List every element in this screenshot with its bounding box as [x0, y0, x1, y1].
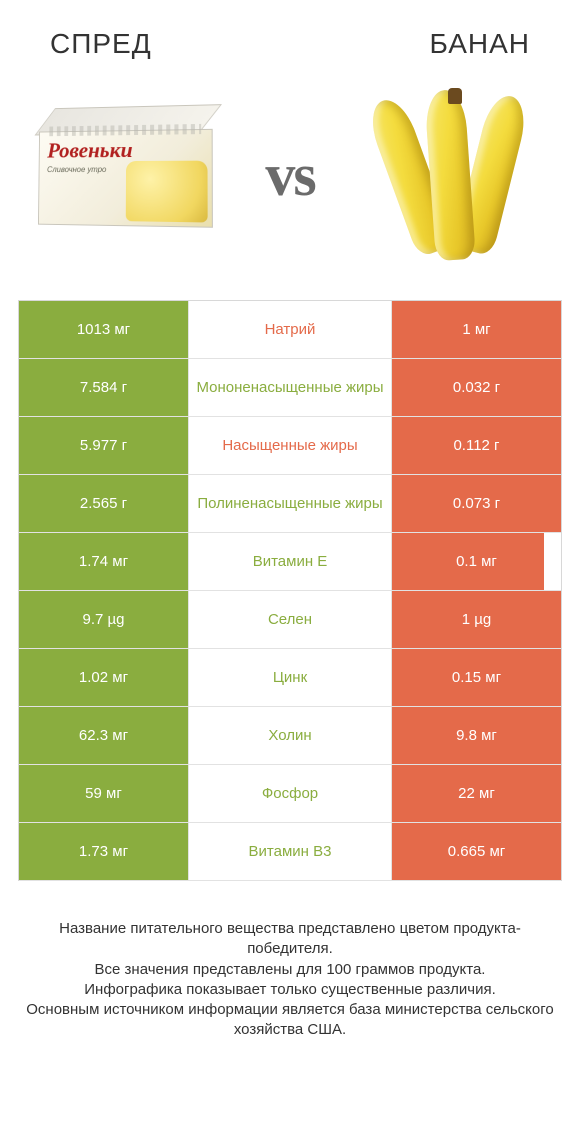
left-value-cell: 1.02 мг	[19, 649, 189, 706]
nutrient-label: Селен	[189, 591, 391, 648]
left-value: 9.7 µg	[82, 611, 124, 628]
nutrient-label: Цинк	[189, 649, 391, 706]
left-value: 5.977 г	[80, 437, 127, 454]
right-value: 0.032 г	[453, 379, 500, 396]
right-value: 0.1 мг	[456, 553, 497, 570]
right-value: 1 µg	[462, 611, 492, 628]
nutrient-label: Фосфор	[189, 765, 391, 822]
comparison-table: 1013 мг Натрий 1 мг 7.584 г Мононенасыщенные…	[18, 300, 562, 881]
right-value: 0.112 г	[453, 437, 499, 454]
left-value-cell: 62.3 мг	[19, 707, 189, 764]
left-product-title: СПРЕД	[50, 28, 152, 60]
left-value: 1.73 мг	[79, 843, 128, 860]
left-value-cell: 59 мг	[19, 765, 189, 822]
right-value-cell: 0.15 мг	[391, 649, 561, 706]
left-value-cell: 5.977 г	[19, 417, 189, 474]
table-row: 5.977 г Насыщенные жиры 0.112 г	[19, 417, 561, 475]
left-product-image: Ровеньки Сливочное утро	[30, 90, 220, 260]
table-row: 1.73 мг Витамин B3 0.665 мг	[19, 823, 561, 881]
left-value: 62.3 мг	[79, 727, 128, 744]
right-value-cell: 9.8 мг	[391, 707, 561, 764]
right-value-cell: 1 мг	[391, 301, 561, 358]
left-value-cell: 2.565 г	[19, 475, 189, 532]
left-value-cell: 9.7 µg	[19, 591, 189, 648]
nutrient-label: Полиненасыщенные жиры	[189, 475, 391, 532]
right-value: 0.665 мг	[448, 843, 506, 860]
table-row: 2.565 г Полиненасыщенные жиры 0.073 г	[19, 475, 561, 533]
left-value-cell: 7.584 г	[19, 359, 189, 416]
left-value: 1.74 мг	[79, 553, 128, 570]
hero-row: Ровеньки Сливочное утро vs	[0, 70, 580, 290]
nutrient-label: Витамин E	[189, 533, 391, 590]
table-row: 1.02 мг Цинк 0.15 мг	[19, 649, 561, 707]
spread-brand: Ровеньки	[47, 136, 203, 163]
right-value: 0.073 г	[453, 495, 500, 512]
right-value-cell: 0.073 г	[391, 475, 561, 532]
table-row: 1.74 мг Витамин E 0.1 мг	[19, 533, 561, 591]
left-value: 1013 мг	[77, 321, 130, 338]
left-value-cell: 1013 мг	[19, 301, 189, 358]
spread-illustration: Ровеньки Сливочное утро	[38, 119, 217, 232]
table-row: 9.7 µg Селен 1 µg	[19, 591, 561, 649]
right-value: 0.15 мг	[452, 669, 501, 686]
table-row: 1013 мг Натрий 1 мг	[19, 301, 561, 359]
nutrient-label: Насыщенные жиры	[189, 417, 391, 474]
right-value-cell: 0.112 г	[391, 417, 561, 474]
right-product-image	[360, 90, 550, 260]
right-value: 9.8 мг	[456, 727, 497, 744]
vs-label: vs	[265, 141, 314, 210]
nutrient-label: Витамин B3	[189, 823, 391, 880]
right-product-title: БАНАН	[429, 28, 530, 60]
footnote-text: Название питательного вещества представл…	[26, 919, 554, 1041]
banana-illustration	[360, 90, 550, 260]
right-value-cell: 22 мг	[391, 765, 561, 822]
header-row: СПРЕД БАНАН	[0, 0, 580, 70]
left-value: 7.584 г	[80, 379, 127, 396]
nutrient-label: Натрий	[189, 301, 391, 358]
left-value: 1.02 мг	[79, 669, 128, 686]
right-value-cell: 0.665 мг	[391, 823, 561, 880]
table-row: 7.584 г Мононенасыщенные жиры 0.032 г	[19, 359, 561, 417]
table-row: 62.3 мг Холин 9.8 мг	[19, 707, 561, 765]
nutrient-label: Мононенасыщенные жиры	[189, 359, 391, 416]
left-value: 2.565 г	[80, 495, 127, 512]
left-value: 59 мг	[85, 785, 122, 802]
right-value-cell: 1 µg	[391, 591, 561, 648]
nutrient-label: Холин	[189, 707, 391, 764]
right-value: 1 мг	[462, 321, 490, 338]
left-value-cell: 1.73 мг	[19, 823, 189, 880]
right-value-cell: 0.1 мг	[391, 533, 561, 590]
table-row: 59 мг Фосфор 22 мг	[19, 765, 561, 823]
right-value: 22 мг	[458, 785, 495, 802]
left-value-cell: 1.74 мг	[19, 533, 189, 590]
right-value-cell: 0.032 г	[391, 359, 561, 416]
